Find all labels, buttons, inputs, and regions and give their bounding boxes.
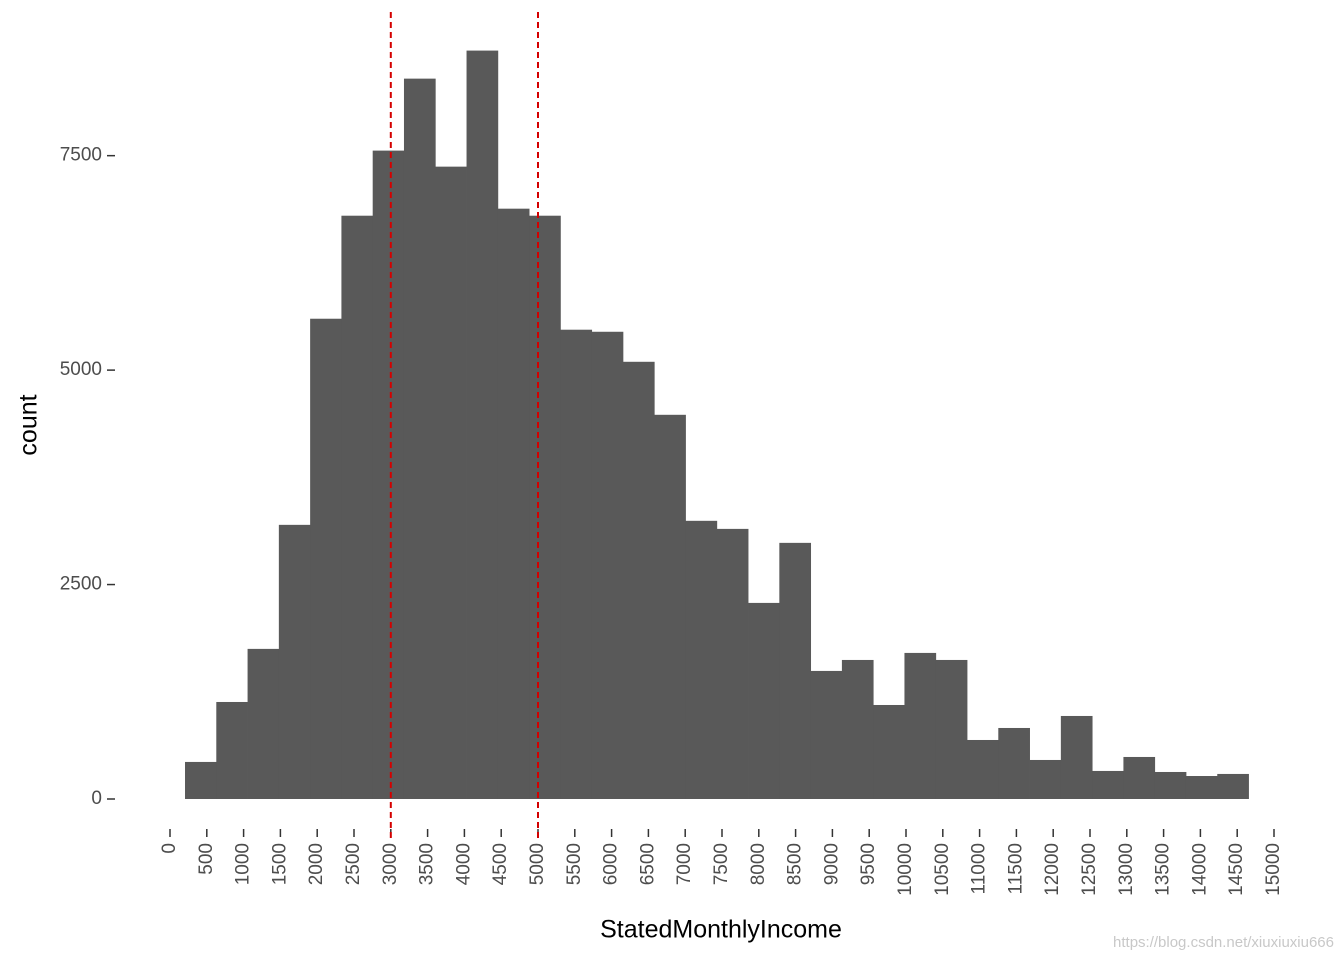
bar	[403, 78, 436, 799]
x-tick-label: 1000	[233, 843, 254, 885]
x-tick-label: 7000	[674, 843, 695, 885]
x-tick-label: 12000	[1042, 843, 1063, 896]
bar	[278, 524, 311, 799]
bar	[1217, 773, 1249, 799]
x-tick-label: 13500	[1153, 843, 1174, 896]
bar	[841, 659, 874, 799]
bar	[372, 150, 405, 799]
bar	[810, 670, 843, 799]
y-axis-title: count	[15, 394, 43, 455]
bar	[185, 761, 217, 799]
x-tick-label: 500	[196, 843, 217, 875]
y-tick-label: 2500	[60, 574, 102, 595]
bar	[1029, 759, 1062, 799]
bar	[935, 659, 968, 799]
x-tick-label: 14000	[1189, 843, 1210, 896]
bar	[310, 318, 342, 799]
bar	[622, 361, 655, 799]
x-tick-label: 5500	[564, 843, 585, 885]
bar	[497, 208, 530, 799]
bar	[873, 704, 905, 799]
bar	[967, 739, 999, 799]
bar	[998, 727, 1030, 799]
bar	[247, 648, 280, 799]
bar	[529, 215, 561, 799]
bar	[1154, 771, 1187, 799]
x-tick-label: 4500	[490, 843, 511, 885]
x-tick-label: 11500	[1005, 843, 1026, 894]
x-tick-label: 9500	[858, 843, 879, 885]
x-axis-title: StatedMonthlyIncome	[600, 916, 842, 944]
bar	[748, 602, 780, 799]
bar	[1123, 756, 1156, 799]
x-tick-label: 7500	[711, 843, 732, 885]
x-tick-label: 3000	[380, 843, 401, 885]
x-tick-label: 8500	[785, 843, 806, 885]
x-tick-label: 12500	[1079, 843, 1100, 896]
x-tick-label: 13000	[1116, 843, 1137, 896]
x-tick-label: 15000	[1263, 843, 1284, 896]
x-tick-label: 9000	[821, 843, 842, 885]
bar	[341, 215, 374, 799]
x-tick-label: 4000	[453, 843, 474, 885]
y-tick-label: 5000	[60, 359, 102, 380]
x-tick-label: 10000	[895, 843, 916, 896]
x-tick-label: 8000	[748, 843, 769, 885]
bar	[904, 652, 937, 799]
x-tick-label: 6000	[601, 843, 622, 885]
bar	[1060, 715, 1093, 799]
bar	[560, 329, 593, 799]
bar	[779, 542, 812, 799]
y-tick-label: 7500	[60, 145, 102, 166]
x-tick-label: 14500	[1226, 843, 1247, 896]
x-tick-label: 5000	[527, 843, 548, 885]
bar	[591, 331, 624, 799]
bar	[1092, 770, 1124, 799]
bar	[1185, 776, 1218, 799]
bar	[466, 50, 499, 800]
watermark: https://blog.csdn.net/xiuxiuxiu666	[1113, 934, 1334, 951]
x-tick-label: 2500	[343, 843, 364, 885]
x-tick-label: 1500	[269, 843, 290, 885]
x-tick-label: 11000	[969, 843, 990, 894]
y-tick-label: 0	[91, 788, 102, 809]
x-tick-label: 2000	[306, 843, 327, 885]
bar	[435, 166, 467, 799]
bar	[716, 528, 749, 799]
x-tick-label: 0	[159, 843, 180, 854]
x-tick-label: 6500	[637, 843, 658, 885]
x-tick-label: 10500	[932, 843, 953, 896]
bar	[654, 414, 686, 799]
x-tick-label: 3500	[417, 843, 438, 885]
bar	[216, 701, 248, 799]
bar	[685, 520, 718, 799]
